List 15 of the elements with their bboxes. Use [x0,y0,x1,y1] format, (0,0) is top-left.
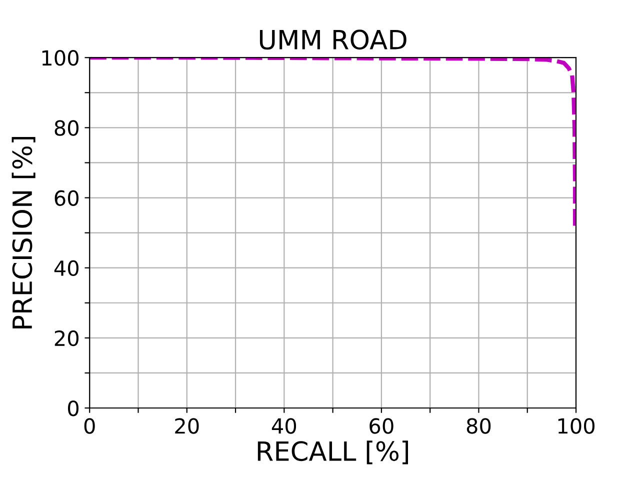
y-tick-label: 20 [54,330,78,346]
x-tick-label: 20 [175,418,199,434]
y-tick-label: 40 [54,260,78,276]
chart-title: UMM ROAD [260,30,406,50]
x-tick-label: 80 [466,418,491,434]
y-tick-label: 60 [54,190,78,206]
x-tick-label: 40 [272,418,296,434]
x-axis-title: RECALL [%] [258,440,408,464]
x-tick-label: 60 [370,418,394,434]
y-axis-title: PRECISION [%] [12,136,36,328]
y-tick-label: 0 [68,400,78,416]
y-tick-label: 80 [54,120,78,136]
y-tick-label: 100 [42,50,78,66]
x-tick-label: 100 [558,418,594,434]
x-tick-label: 0 [84,418,95,434]
